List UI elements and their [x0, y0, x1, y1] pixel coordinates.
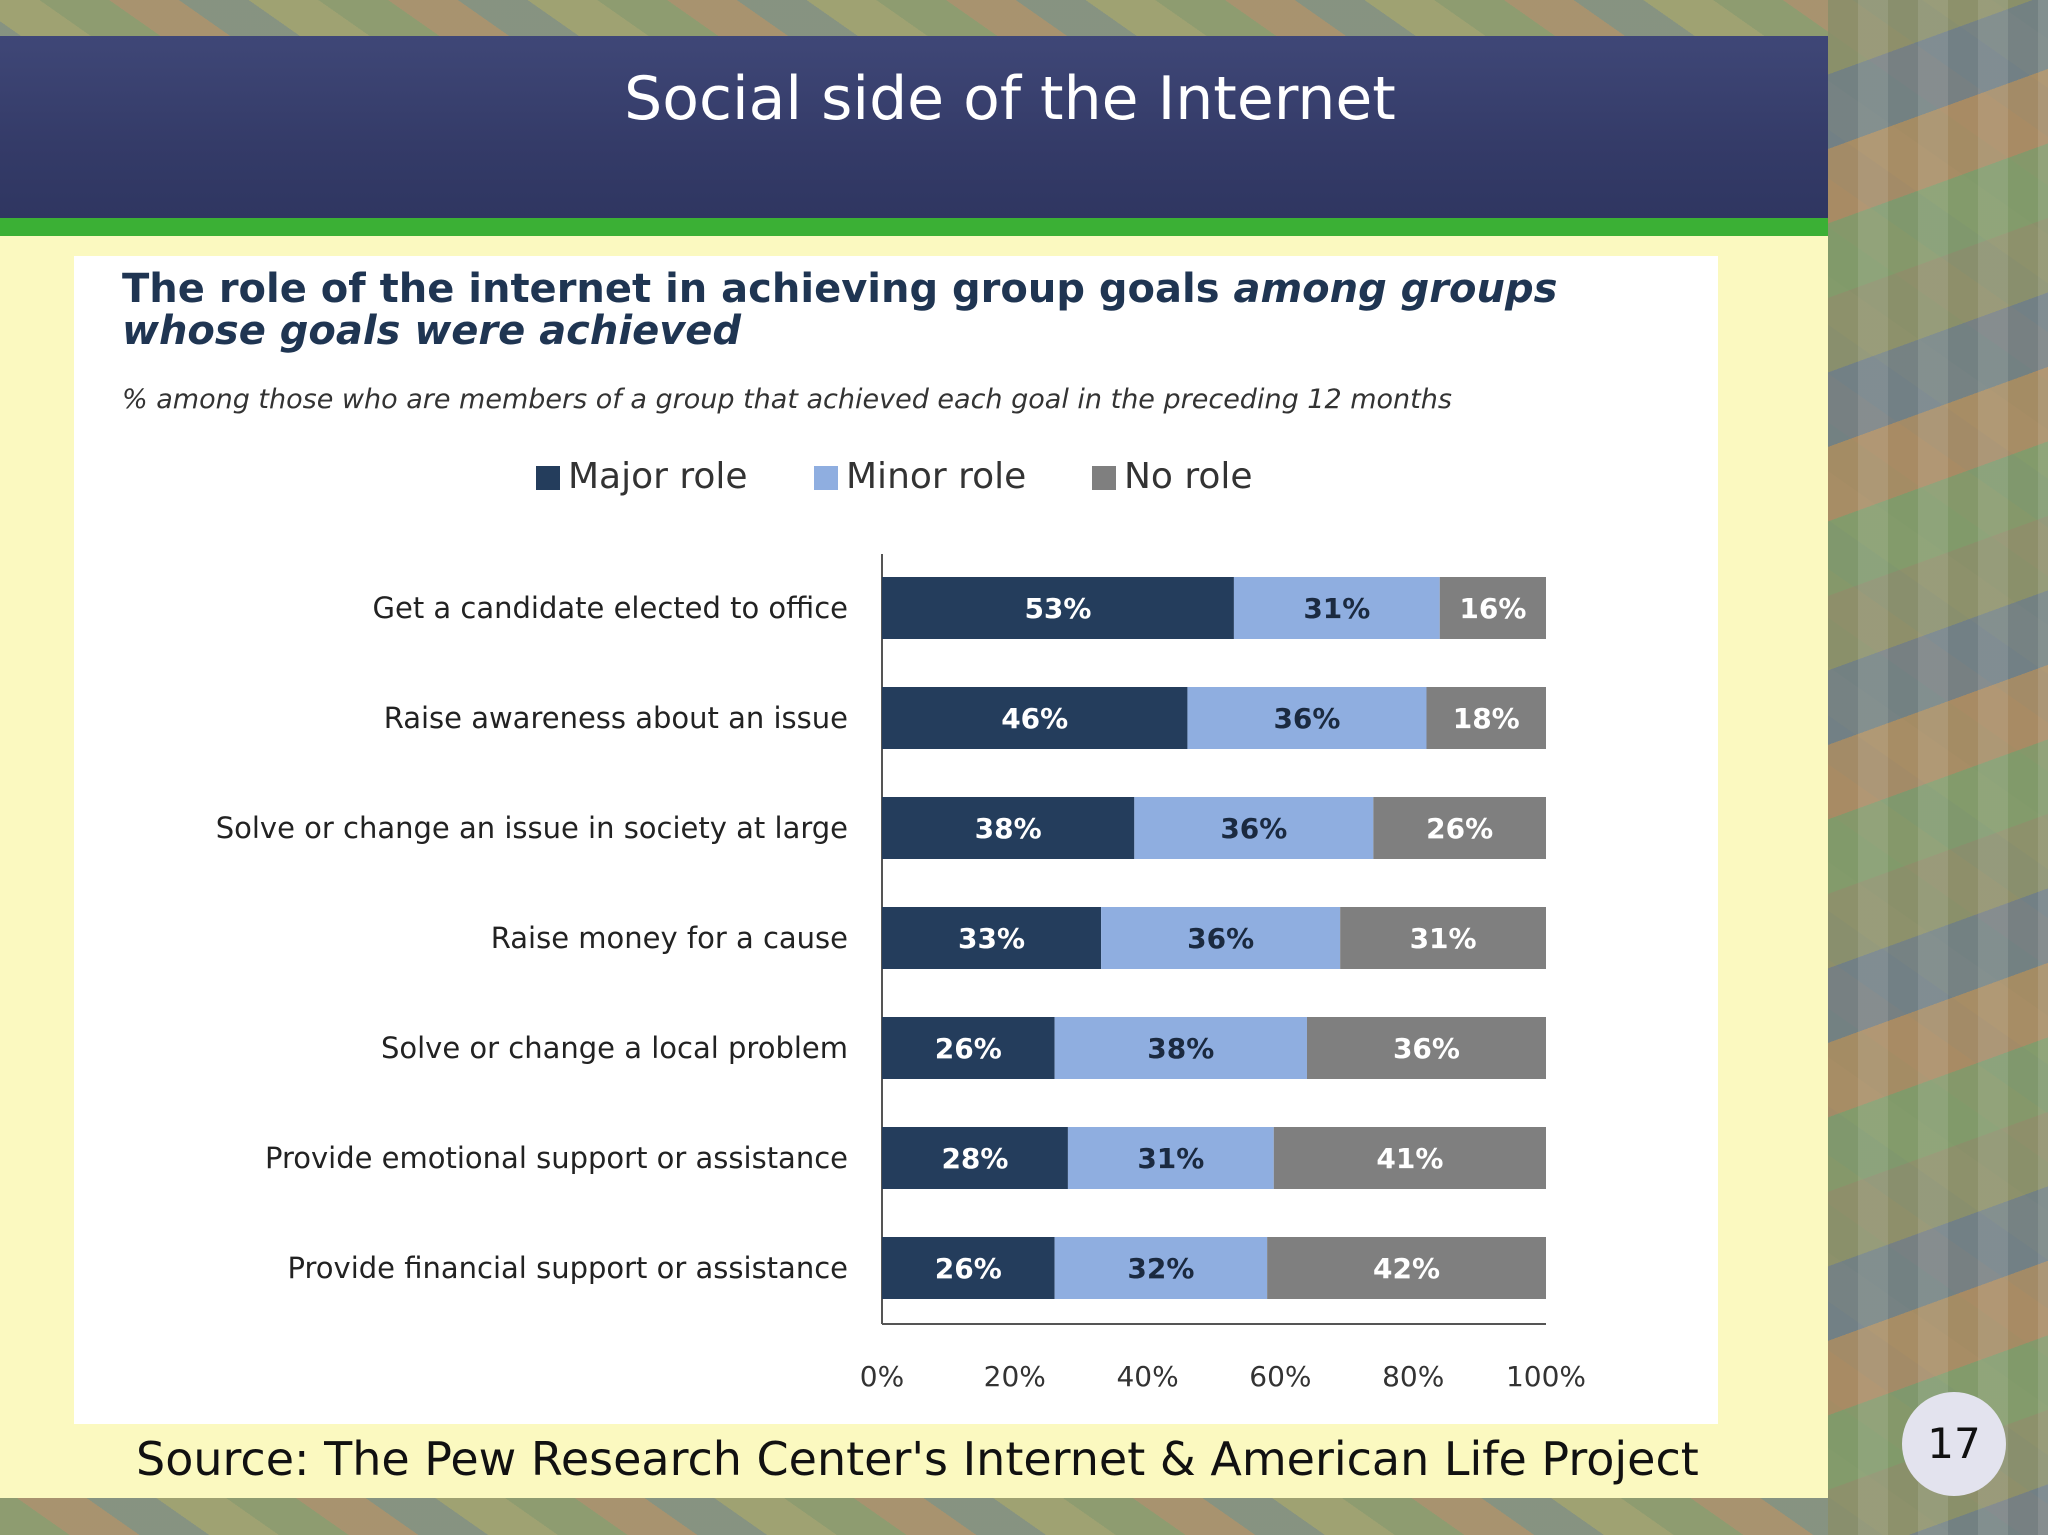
legend-swatch-2: [814, 466, 838, 490]
data-label: 26%: [935, 1032, 1002, 1065]
category-label: Provide emotional support or assistance: [265, 1141, 848, 1175]
bar-segment: [1067, 1127, 1274, 1189]
bar-segment: [882, 797, 1135, 859]
data-label: 26%: [1426, 812, 1493, 845]
x-tick-label: 0%: [860, 1360, 904, 1393]
x-tick-label: 60%: [1249, 1360, 1311, 1393]
chart-title: The role of the internet in achieving gr…: [122, 266, 1557, 312]
bar-segment: [882, 577, 1234, 639]
data-label: 36%: [1273, 702, 1340, 735]
category-label: Raise money for a cause: [491, 921, 848, 955]
bar-segment: [1101, 907, 1341, 969]
stacked-bar-chart: The role of the internet in achieving gr…: [122, 266, 1586, 1393]
chart-panel: The role of the internet in achieving gr…: [74, 256, 1718, 1424]
data-label: 26%: [935, 1252, 1002, 1285]
data-label: 28%: [941, 1142, 1008, 1175]
bar-segment: [1054, 1237, 1268, 1299]
bar-segment: [1233, 577, 1440, 639]
bar-segment: [1306, 1017, 1546, 1079]
chart-title-line-2: whose goals were achieved: [122, 308, 741, 354]
data-label: 33%: [958, 922, 1025, 955]
data-label: 38%: [975, 812, 1042, 845]
bar-segment: [1426, 687, 1546, 749]
bar-segment: [1439, 577, 1546, 639]
bar-segment: [1134, 797, 1374, 859]
slide-title: Social side of the Internet: [624, 64, 1396, 134]
data-label: 53%: [1024, 592, 1091, 625]
data-label: 31%: [1303, 592, 1370, 625]
data-label: 31%: [1410, 922, 1477, 955]
bar-segment: [1054, 1017, 1307, 1079]
legend-label-2: Minor role: [846, 456, 1026, 497]
x-tick-label: 20%: [984, 1360, 1046, 1393]
data-label: 16%: [1459, 592, 1526, 625]
title-underline: [0, 218, 1828, 236]
title-band: [0, 36, 1828, 218]
data-label: 36%: [1220, 812, 1287, 845]
x-tick-label: 80%: [1382, 1360, 1444, 1393]
bar-segment: [882, 1237, 1055, 1299]
data-label: 18%: [1453, 702, 1520, 735]
bar-segment: [882, 1127, 1068, 1189]
data-label: 46%: [1001, 702, 1068, 735]
data-label: 32%: [1127, 1252, 1194, 1285]
source-citation: Source: The Pew Research Center's Intern…: [136, 1432, 1699, 1486]
x-tick-label: 40%: [1116, 1360, 1178, 1393]
category-label: Raise awareness about an issue: [384, 701, 848, 735]
data-label: 36%: [1187, 922, 1254, 955]
legend-label-1: Major role: [568, 456, 748, 497]
bar-segment: [882, 907, 1102, 969]
decorative-strip: [1828, 0, 2048, 1535]
bar-segment: [1267, 1237, 1546, 1299]
data-label: 36%: [1393, 1032, 1460, 1065]
data-label: 38%: [1147, 1032, 1214, 1065]
chart-subtitle: % among those who are members of a group…: [122, 384, 1452, 415]
legend-swatch-1: [536, 466, 560, 490]
bar-segment: [1340, 907, 1546, 969]
bar-segment: [1187, 687, 1427, 749]
category-label: Solve or change an issue in society at l…: [216, 811, 848, 845]
bar-segment: [1373, 797, 1546, 859]
data-label: 42%: [1373, 1252, 1440, 1285]
bar-segment: [882, 1017, 1055, 1079]
bar-segment: [1273, 1127, 1546, 1189]
bar-segment: [882, 687, 1188, 749]
category-label: Solve or change a local problem: [381, 1031, 848, 1065]
page-number: 17: [1902, 1392, 2006, 1496]
data-label: 41%: [1376, 1142, 1443, 1175]
legend-swatch-3: [1092, 466, 1116, 490]
category-label: Get a candidate elected to office: [373, 591, 848, 625]
category-label: Provide financial support or assistance: [288, 1251, 848, 1285]
x-tick-label: 100%: [1506, 1360, 1586, 1393]
legend-label-3: No role: [1124, 456, 1253, 497]
data-label: 31%: [1137, 1142, 1204, 1175]
